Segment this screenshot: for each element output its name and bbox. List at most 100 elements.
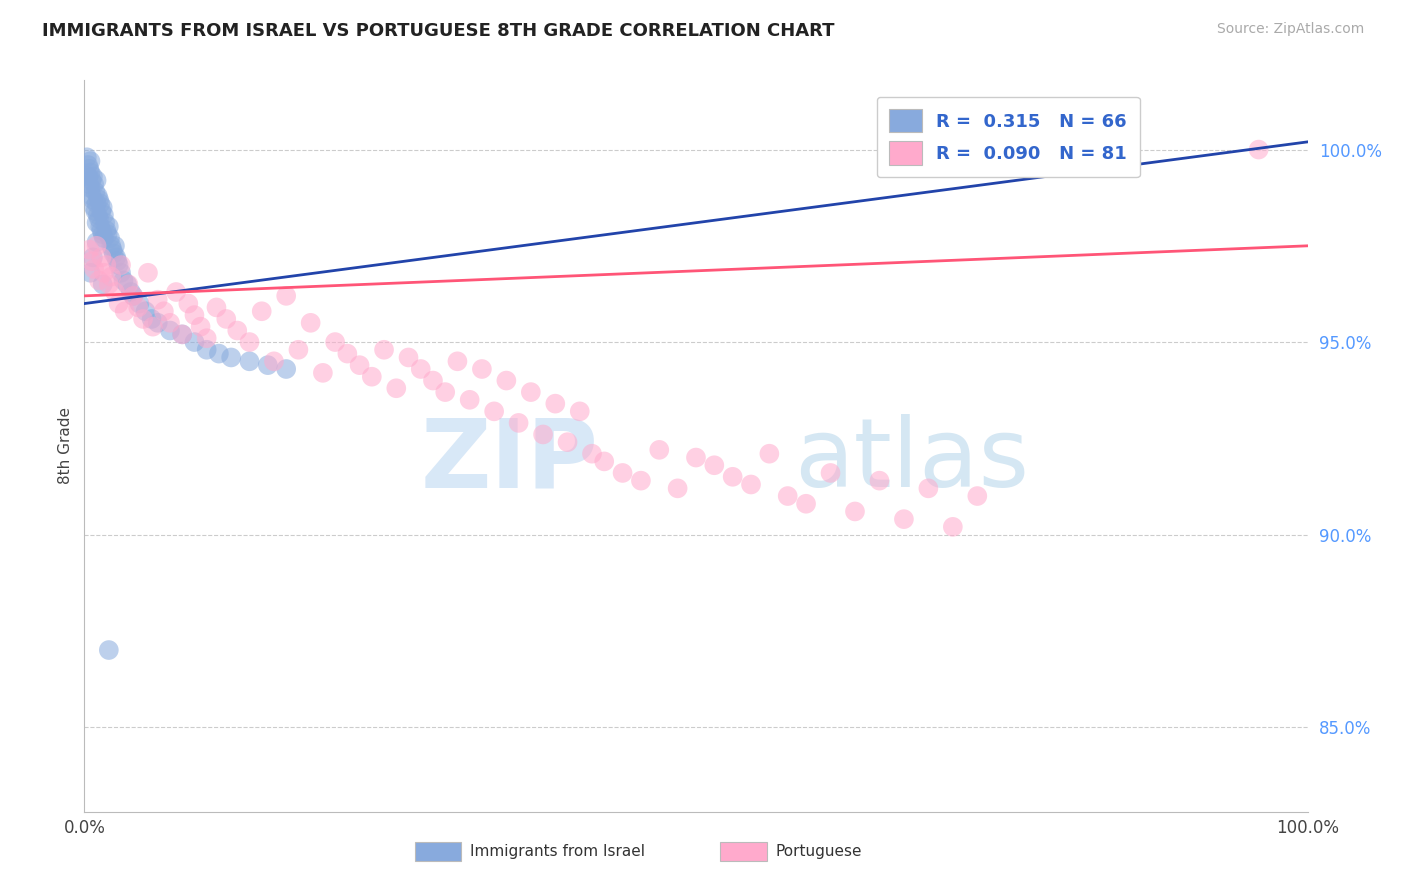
- Point: [86, 235, 108, 249]
- Legend: R =  0.315   N = 66, R =  0.090   N = 81: R = 0.315 N = 66, R = 0.090 N = 81: [876, 96, 1139, 178]
- Point: [90, 223, 112, 237]
- Point: [612, 466, 634, 480]
- Point: [183, 334, 205, 349]
- Text: ZIP: ZIP: [420, 414, 598, 508]
- Point: [183, 308, 205, 322]
- Point: [87, 273, 110, 287]
- Point: [238, 334, 260, 349]
- Point: [263, 354, 285, 368]
- Point: [159, 324, 181, 338]
- Point: [87, 208, 110, 222]
- Point: [89, 196, 111, 211]
- Point: [128, 296, 150, 310]
- Point: [349, 358, 371, 372]
- Point: [117, 277, 139, 292]
- Point: [91, 227, 114, 242]
- Point: [593, 454, 616, 468]
- Point: [226, 324, 249, 338]
- Point: [115, 277, 138, 292]
- Point: [86, 216, 108, 230]
- Point: [77, 169, 100, 184]
- Point: [82, 169, 104, 184]
- Point: [87, 193, 110, 207]
- Point: [869, 474, 891, 488]
- Point: [89, 219, 111, 234]
- Point: [360, 369, 382, 384]
- Point: [434, 385, 457, 400]
- Point: [93, 231, 115, 245]
- FancyBboxPatch shape: [415, 842, 461, 861]
- Point: [520, 385, 543, 400]
- Point: [82, 193, 104, 207]
- Point: [120, 285, 142, 299]
- Point: [122, 289, 145, 303]
- Point: [385, 381, 408, 395]
- Point: [177, 296, 200, 310]
- Point: [630, 474, 652, 488]
- Point: [97, 227, 120, 242]
- Point: [132, 312, 155, 326]
- Point: [581, 447, 603, 461]
- Point: [82, 251, 104, 265]
- Point: [794, 497, 817, 511]
- Point: [666, 481, 689, 495]
- Point: [276, 289, 298, 303]
- Point: [110, 258, 132, 272]
- Point: [77, 158, 100, 172]
- Point: [471, 362, 494, 376]
- Point: [205, 301, 228, 315]
- Point: [86, 239, 108, 253]
- Point: [446, 354, 468, 368]
- Point: [219, 351, 242, 365]
- Text: IMMIGRANTS FROM ISRAEL VS PORTUGUESE 8TH GRADE CORRELATION CHART: IMMIGRANTS FROM ISRAEL VS PORTUGUESE 8TH…: [42, 22, 835, 40]
- Point: [312, 366, 335, 380]
- Point: [146, 316, 169, 330]
- Point: [238, 354, 260, 368]
- Point: [458, 392, 481, 407]
- Point: [373, 343, 395, 357]
- Point: [195, 343, 218, 357]
- Point: [648, 442, 671, 457]
- Point: [87, 211, 110, 226]
- Point: [1247, 143, 1270, 157]
- Point: [159, 316, 181, 330]
- FancyBboxPatch shape: [720, 842, 766, 861]
- Point: [409, 362, 432, 376]
- Point: [776, 489, 799, 503]
- Point: [91, 200, 114, 214]
- Point: [323, 334, 346, 349]
- Point: [172, 327, 194, 342]
- Point: [101, 243, 124, 257]
- Point: [820, 466, 842, 480]
- Point: [276, 362, 298, 376]
- Point: [86, 173, 108, 187]
- Point: [482, 404, 505, 418]
- Point: [495, 374, 517, 388]
- Point: [135, 304, 157, 318]
- Point: [87, 188, 110, 202]
- Text: atlas: atlas: [794, 414, 1029, 508]
- Point: [917, 481, 939, 495]
- Point: [942, 520, 965, 534]
- Point: [740, 477, 762, 491]
- Point: [146, 293, 169, 307]
- Point: [86, 196, 108, 211]
- Point: [90, 251, 112, 265]
- Text: Immigrants from Israel: Immigrants from Israel: [470, 844, 645, 859]
- Point: [100, 239, 122, 253]
- Point: [127, 301, 149, 315]
- Point: [83, 261, 105, 276]
- Point: [93, 266, 115, 280]
- Point: [103, 246, 125, 260]
- Point: [93, 208, 115, 222]
- Point: [110, 266, 132, 280]
- Point: [844, 504, 866, 518]
- Point: [568, 404, 591, 418]
- Point: [195, 331, 218, 345]
- Point: [165, 285, 187, 299]
- Point: [721, 470, 744, 484]
- Point: [97, 643, 120, 657]
- Point: [336, 346, 359, 360]
- Point: [122, 289, 145, 303]
- Point: [508, 416, 530, 430]
